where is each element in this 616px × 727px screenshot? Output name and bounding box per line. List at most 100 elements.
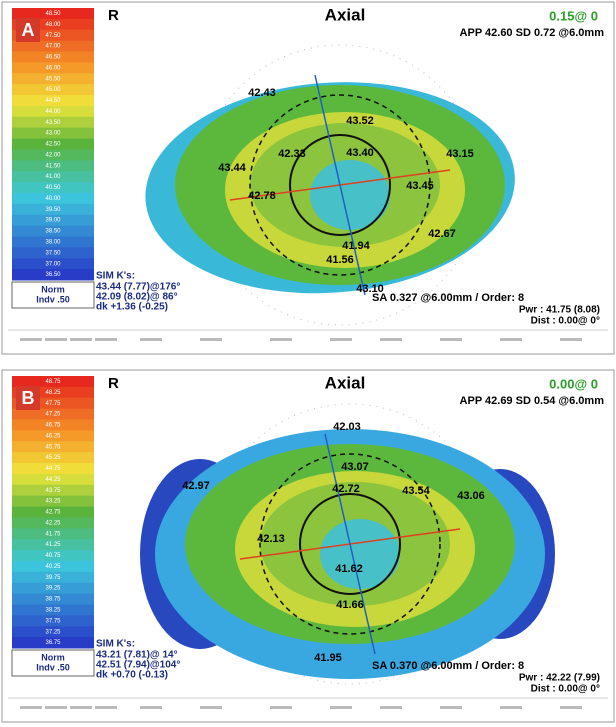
scale-value: 43.75 <box>45 488 61 494</box>
panel: 48.75 48.25 47.75 47.25 46.75 46.25 45.75 45.25… <box>1 369 615 723</box>
solid-ring <box>299 493 401 595</box>
pwr: Pwr : 42.22 (7.99) <box>519 673 600 684</box>
scale-indv: Indv .50 <box>36 662 70 672</box>
scale-value: 38.00 <box>45 239 61 245</box>
scale-value: 39.25 <box>45 586 61 592</box>
scale-value: 41.25 <box>45 542 61 548</box>
axis-steep <box>324 433 376 655</box>
scale-value: 40.75 <box>45 553 61 559</box>
scale-swatch <box>12 225 94 237</box>
scale-swatch <box>12 8 94 20</box>
map-zone <box>310 160 390 230</box>
scale-swatch <box>12 236 94 248</box>
eye: R <box>108 7 119 24</box>
scale-value: 46.50 <box>45 55 61 61</box>
scale-value: 44.25 <box>45 477 61 483</box>
scale-value: 42.00 <box>45 152 61 158</box>
sim-line: 42.51 (7.94)@104° <box>96 660 180 671</box>
panel-label-box <box>16 386 40 410</box>
scale-indv: Indv .50 <box>36 294 70 304</box>
scale-swatch <box>12 73 94 85</box>
dist: Dist : 0.00@ 0° <box>531 684 600 695</box>
sim-line: 43.21 (7.81)@ 14° <box>96 650 178 661</box>
scale-swatch <box>12 149 94 161</box>
footer-item <box>380 338 402 341</box>
scale-value: 44.50 <box>45 98 61 104</box>
reading: 43.15 <box>446 148 474 160</box>
scale-value: 40.50 <box>45 185 61 191</box>
reading: 41.56 <box>326 254 354 266</box>
footer-item <box>70 338 92 341</box>
scale-swatch <box>12 116 94 129</box>
scale-value: 46.25 <box>45 433 61 439</box>
scale-norm: Norm <box>41 284 65 294</box>
solid-ring <box>289 134 391 236</box>
reading: 42.67 <box>428 228 456 240</box>
scale-swatch <box>12 247 94 259</box>
footer-item <box>45 338 67 341</box>
reading: 41.94 <box>342 240 370 252</box>
scale-value: 46.75 <box>45 423 61 429</box>
footer-item <box>330 338 352 341</box>
scale-value: 39.00 <box>45 218 61 224</box>
reading: 41.66 <box>336 599 364 611</box>
scale-value: 37.25 <box>45 629 61 635</box>
scale-value: 40.00 <box>45 196 61 202</box>
footer-item <box>140 338 162 341</box>
scale-value: 36.75 <box>45 640 61 646</box>
scale-swatch <box>12 408 94 421</box>
scale-value: 47.75 <box>45 401 61 407</box>
footer-item <box>20 338 42 341</box>
scale-swatch <box>12 560 94 573</box>
scale-value: 47.25 <box>45 412 61 418</box>
scale-norm: Norm <box>41 652 65 662</box>
footer-item <box>45 706 67 709</box>
scale-value: 43.00 <box>45 131 61 137</box>
scale-swatch <box>12 127 94 140</box>
scale-value: 38.25 <box>45 607 61 613</box>
sim-line: 43.44 (7.77)@176° <box>96 282 180 293</box>
scale-value: 37.75 <box>45 618 61 624</box>
scale-swatch <box>12 441 94 453</box>
scale-swatch <box>12 550 94 562</box>
scale-value: 38.75 <box>45 597 61 603</box>
sim-line: 42.09 (8.02)@ 86° <box>96 292 178 303</box>
footer-item <box>200 338 222 341</box>
reading: 42.78 <box>248 190 276 202</box>
footer-item <box>270 706 292 709</box>
sim-line: dk +0.70 (-0.13) <box>96 670 168 681</box>
scale-swatch <box>12 203 94 216</box>
scale-value: 48.50 <box>45 11 61 17</box>
reading: 42.72 <box>332 483 360 495</box>
scale-swatch <box>12 29 94 42</box>
sim-title: SIM K's: <box>96 639 135 650</box>
scale-swatch <box>12 397 94 410</box>
sa: SA 0.370 @6.00mm / Order: 8 <box>372 660 524 672</box>
reading: 42.97 <box>182 480 210 492</box>
scale-swatch <box>12 615 94 627</box>
scale-value: 42.25 <box>45 520 61 526</box>
scale-value: 37.00 <box>45 261 61 267</box>
scale-value: 41.00 <box>45 174 61 180</box>
scale-swatch <box>12 171 94 183</box>
footer-item <box>200 706 222 709</box>
offset: 0.15@ 0 <box>549 8 598 23</box>
scale-swatch <box>12 214 94 227</box>
scale-swatch <box>12 160 94 172</box>
scale-swatch <box>12 517 94 529</box>
scale-swatch <box>12 138 94 150</box>
scale-value: 39.50 <box>45 207 61 213</box>
dashed-ring <box>249 94 431 276</box>
scale-swatch <box>12 571 94 584</box>
footer-item <box>270 338 292 341</box>
reading: 43.06 <box>457 490 485 502</box>
panel-label: B <box>22 388 35 408</box>
reading: 43.44 <box>218 162 246 174</box>
reading: 43.40 <box>346 147 374 159</box>
reading: 42.33 <box>278 148 306 160</box>
footer-item <box>440 706 462 709</box>
panel: 48.50 48.00 47.50 47.00 46.50 46.00 45.50 45.00… <box>1 1 615 355</box>
footer-item <box>380 706 402 709</box>
scale-value: 48.75 <box>45 379 61 385</box>
reading: 43.07 <box>341 461 369 473</box>
